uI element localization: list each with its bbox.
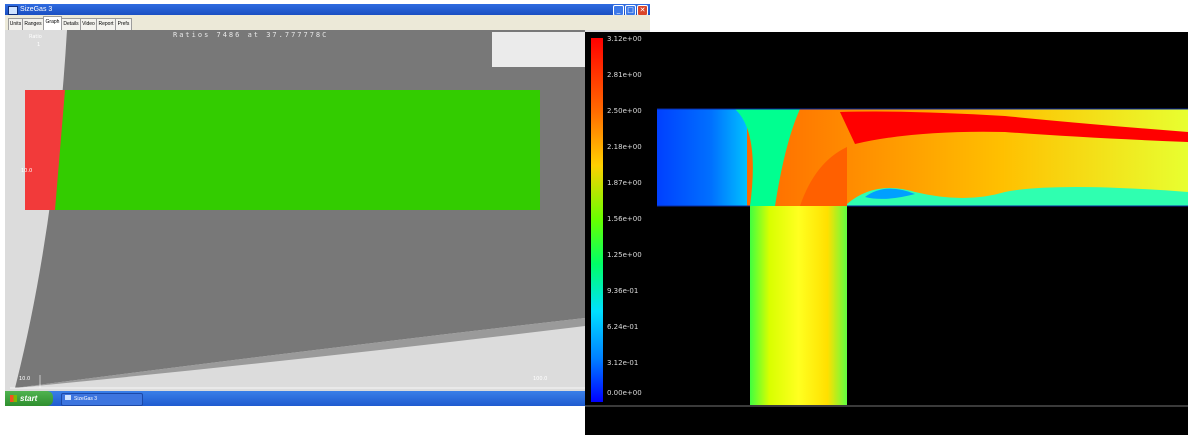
taskbar-item[interactable]: SizeGas 3 bbox=[61, 393, 143, 406]
top-left-value: 1 bbox=[37, 42, 41, 48]
graph-title: Ratios 7486 at 37.777778C bbox=[173, 31, 329, 39]
bottom-right-value: 100.0 bbox=[533, 376, 548, 382]
legend-tick-10: 0.00e+00 bbox=[607, 389, 642, 397]
left-inlet-region bbox=[657, 109, 747, 206]
taskbar-item-label: SizeGas 3 bbox=[74, 396, 98, 402]
high-value-band bbox=[840, 111, 1188, 144]
start-label: start bbox=[20, 394, 38, 403]
tab-graph[interactable]: Graph bbox=[43, 16, 62, 30]
tab-details[interactable]: Details bbox=[61, 18, 81, 30]
legend-tick-3: 2.18e+00 bbox=[607, 143, 642, 151]
start-button[interactable]: start bbox=[5, 391, 53, 406]
legend-tick-4: 1.87e+00 bbox=[607, 179, 642, 187]
vertical-duct bbox=[750, 206, 847, 405]
bottom-divider bbox=[585, 405, 1188, 407]
top-left-label: Ratio bbox=[29, 34, 42, 40]
envelope-edge bbox=[15, 318, 585, 388]
tab-bar: Units Ranges Graph Details Video Report … bbox=[5, 15, 650, 31]
contour-canvas bbox=[591, 38, 1188, 405]
corner-panel bbox=[492, 32, 592, 67]
tab-prefs[interactable]: Prefs bbox=[115, 18, 132, 30]
mid-left-label: 10.0 bbox=[21, 168, 33, 174]
green-zone bbox=[55, 90, 540, 210]
legend-tick-6: 1.25e+00 bbox=[607, 251, 642, 259]
taskbar: start SizeGas 3 bbox=[5, 391, 650, 406]
tab-units[interactable]: Units bbox=[8, 18, 23, 30]
window-icon bbox=[65, 395, 71, 400]
corner-hotspot bbox=[800, 147, 847, 206]
tab-ranges[interactable]: Ranges bbox=[22, 18, 44, 30]
transition-band bbox=[735, 109, 800, 206]
recirculation-zone bbox=[847, 187, 1188, 206]
bottom-left-value: 10.0 bbox=[19, 376, 31, 382]
tab-report[interactable]: Report bbox=[96, 18, 116, 30]
legend-tick-0: 3.12e+00 bbox=[607, 35, 642, 43]
app-window: SizeGas 3 _ □ ✕ Units Ranges Graph Detai… bbox=[5, 4, 650, 406]
app-icon bbox=[8, 6, 18, 15]
window-title: SizeGas 3 bbox=[20, 6, 53, 13]
ratio-graph bbox=[5, 30, 650, 390]
legend-tick-7: 9.36e-01 bbox=[607, 287, 639, 295]
windows-logo-icon bbox=[10, 395, 17, 402]
legend-tick-8: 6.24e-01 bbox=[607, 323, 639, 331]
legend-tick-9: 3.12e-01 bbox=[607, 359, 639, 367]
tab-video[interactable]: Video bbox=[80, 18, 97, 30]
title-bar[interactable]: SizeGas 3 _ □ ✕ bbox=[5, 4, 650, 16]
legend-tick-5: 1.56e+00 bbox=[607, 215, 642, 223]
legend-tick-2: 2.50e+00 bbox=[607, 107, 642, 115]
recirculation-core bbox=[865, 188, 915, 199]
cfd-contour-plot: 3.12e+00 2.81e+00 2.50e+00 2.18e+00 1.87… bbox=[585, 32, 1188, 435]
legend-colorbar bbox=[591, 38, 603, 402]
legend-tick-1: 2.81e+00 bbox=[607, 71, 642, 79]
